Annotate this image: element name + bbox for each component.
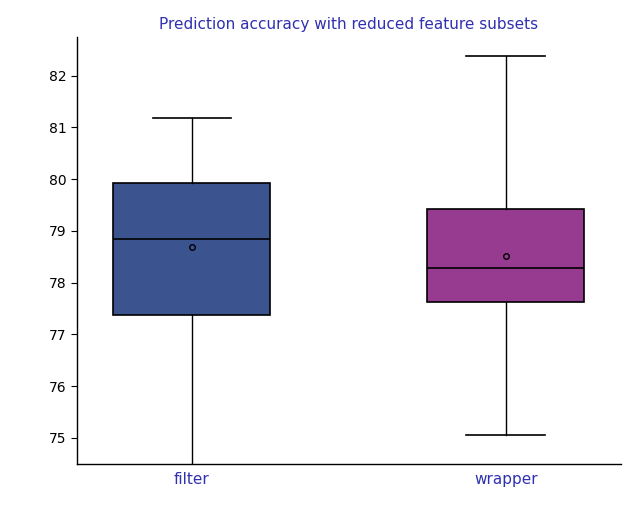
PathPatch shape bbox=[113, 183, 270, 315]
PathPatch shape bbox=[428, 209, 584, 302]
Title: Prediction accuracy with reduced feature subsets: Prediction accuracy with reduced feature… bbox=[159, 16, 538, 32]
